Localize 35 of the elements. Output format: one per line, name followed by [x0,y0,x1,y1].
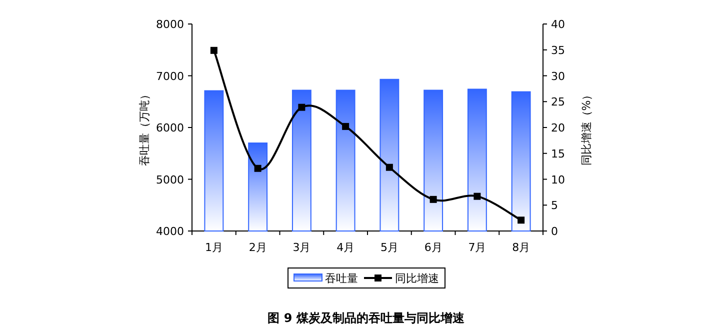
y-tick-label: 8000 [156,18,184,31]
point [298,104,306,111]
y2-tick-label: 5 [551,199,558,212]
y-tick-label: 4000 [156,225,184,238]
x-tick-label: 1月 [204,241,223,254]
y2-tick-label: 30 [551,70,565,83]
legend-label: 同比增速 [395,272,439,285]
point [254,164,262,172]
x-tick-label: 3月 [292,241,311,254]
x-tick-label: 5月 [380,241,398,254]
y2-tick-label: 40 [551,18,565,31]
x-tick-label: 8月 [512,241,530,254]
y-axis-title: 吞吐量（万吨） [138,89,151,166]
text: 图 9 煤炭及制品的吞吐量与同比增速 [268,311,466,325]
point [430,196,437,203]
y-tick-label: 5000 [156,173,184,186]
point [474,192,481,200]
legend-label: 吞吐量 [325,272,358,285]
point [210,46,218,54]
y-tick-label: 7000 [156,70,184,83]
y2-tick-label: 25 [551,96,565,109]
x-tick-label: 2月 [248,241,267,254]
x-tick-label: 7月 [468,241,486,254]
y2-tick-label: 35 [551,44,565,57]
point [386,164,393,171]
x-tick-label: 4月 [336,241,355,254]
y2-tick-label: 20 [551,122,565,134]
y2-tick-label: 0 [551,225,558,238]
y2-tick-label: 15 [551,147,565,160]
y-tick-label: 6000 [156,122,184,134]
point [342,122,350,130]
y2-axis-title: 同比增速（%） [580,89,593,166]
x-tick-label: 6月 [424,241,442,254]
y2-tick-label: 10 [551,173,565,186]
point [518,216,525,224]
